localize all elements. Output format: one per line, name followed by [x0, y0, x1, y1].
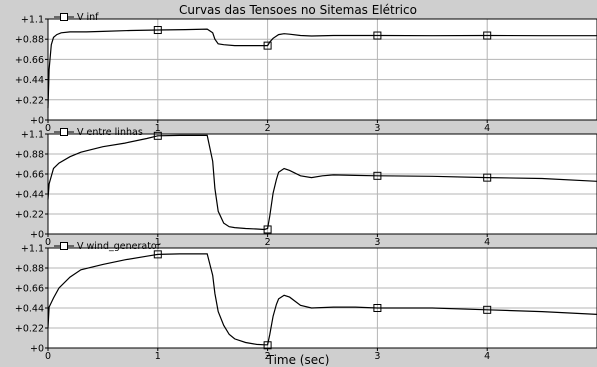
legend-label: V inf	[77, 12, 99, 23]
panel-1: +0 +0.22 +0.44 +0.66 +0.88 +1.1 0 1 2 3 4 V inf	[15, 12, 597, 134]
x-tick-label: 4	[484, 237, 490, 248]
y-tick-label: +1.1	[21, 15, 44, 26]
series-marker	[153, 26, 162, 35]
x-tick-label: 0	[45, 123, 51, 134]
x-tick-label: 3	[374, 123, 380, 134]
series-marker	[373, 31, 382, 40]
plot-border	[47, 18, 597, 121]
plot-area	[48, 248, 597, 348]
series-marker	[483, 173, 492, 182]
x-tick-label: 4	[484, 351, 490, 362]
x-tick-label: 2	[265, 123, 271, 134]
y-tick-label: +0.22	[15, 324, 44, 335]
series-marker	[483, 31, 492, 40]
series-marker	[373, 171, 382, 180]
x-tick-label: 3	[374, 351, 380, 362]
x-tick-label: 4	[484, 123, 490, 134]
figure-title: Curvas das Tensoes no Sitemas Elétrico	[179, 3, 417, 17]
legend-marker	[60, 242, 68, 250]
y-tick-label: +0	[30, 116, 44, 127]
series-marker	[153, 131, 162, 140]
x-tick-label: 3	[374, 237, 380, 248]
plot-border	[47, 247, 597, 349]
series-marker	[483, 305, 492, 314]
x-tick-label: 1	[155, 237, 161, 248]
x-tick-label: 0	[45, 351, 51, 362]
y-tick-label: +0.66	[15, 284, 44, 295]
x-tick-label: 0	[45, 237, 51, 248]
y-tick-label: +0.44	[15, 75, 44, 86]
legend-marker	[60, 13, 68, 21]
y-tick-label: +1.1	[21, 244, 44, 255]
y-tick-label: +1.1	[21, 130, 44, 141]
y-tick-label: +0	[30, 230, 44, 241]
y-tick-label: +0.88	[15, 264, 44, 275]
x-tick-label: 1	[155, 351, 161, 362]
panel-3: +0 +0.22 +0.44 +0.66 +0.88 +1.1 0 1 2 3 4 V wind_ge…	[15, 241, 597, 362]
y-tick-label: +0.22	[15, 95, 44, 106]
y-tick-label: +0.44	[15, 304, 44, 315]
series-marker	[263, 41, 272, 50]
series-line	[47, 253, 597, 346]
series-line	[47, 134, 597, 231]
series-marker	[373, 304, 382, 312]
plot-area	[48, 19, 597, 120]
x-tick-label: 2	[265, 351, 271, 362]
y-tick-label: +0	[30, 344, 44, 355]
legend-label: V entre linhas	[77, 127, 143, 138]
y-tick-label: +0.88	[15, 35, 44, 46]
x-tick-label: 2	[265, 237, 271, 248]
y-tick-label: +0.22	[15, 210, 44, 221]
y-tick-label: +0.44	[15, 190, 44, 201]
series-marker	[153, 250, 162, 259]
legend-label: V wind_generator	[77, 241, 161, 252]
legend-marker	[60, 128, 68, 136]
plot-border	[47, 133, 597, 235]
x-tick-label: 1	[155, 123, 161, 134]
y-tick-label: +0.66	[15, 55, 44, 66]
plot-area	[48, 134, 597, 234]
y-tick-label: +0.66	[15, 170, 44, 181]
x-axis-label: Time (sec)	[266, 353, 330, 367]
panel-2: +0 +0.22 +0.44 +0.66 +0.88 +1.1 0 1 2 3 4 V entre l…	[15, 127, 597, 248]
series-marker	[263, 341, 272, 350]
series-line	[47, 28, 597, 109]
y-tick-label: +0.88	[15, 150, 44, 161]
series-marker	[263, 225, 272, 234]
